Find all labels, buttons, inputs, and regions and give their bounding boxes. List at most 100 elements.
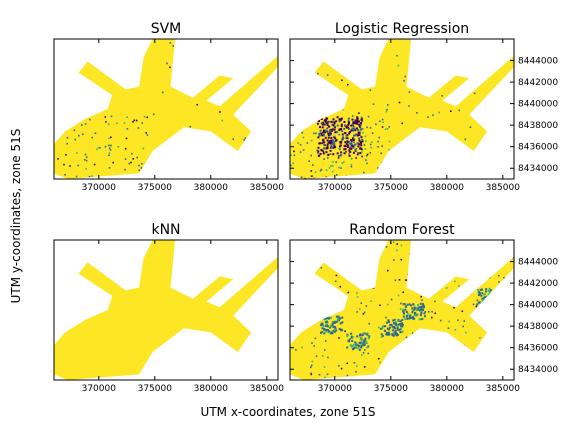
pixel-mark xyxy=(317,136,320,139)
pixel-mark xyxy=(138,164,140,167)
pixel-mark xyxy=(407,273,409,276)
pixel-mark xyxy=(326,320,328,323)
pixel-mark xyxy=(438,352,441,354)
pixel-mark xyxy=(350,143,353,145)
pixel-mark xyxy=(328,317,330,320)
pixel-mark xyxy=(325,317,328,320)
pixel-mark xyxy=(341,79,343,82)
pixel-mark xyxy=(368,322,370,325)
pixel-mark xyxy=(110,144,112,147)
pixel-mark xyxy=(342,136,344,139)
pixel-mark xyxy=(406,167,408,169)
pixel-mark xyxy=(356,296,359,298)
pixel-mark xyxy=(448,320,450,323)
pixel-mark xyxy=(290,154,292,156)
pixel-mark xyxy=(439,358,442,361)
pixel-mark xyxy=(469,173,472,175)
pixel-mark xyxy=(302,136,305,139)
pixel-mark xyxy=(357,347,360,350)
pixel-mark xyxy=(317,150,320,153)
pixel-mark xyxy=(466,368,468,370)
pixel-mark xyxy=(329,149,332,152)
pixel-mark xyxy=(243,139,245,141)
pixel-mark xyxy=(355,133,358,136)
pixel-mark xyxy=(203,81,205,84)
pixel-mark xyxy=(357,152,360,154)
pixel-mark xyxy=(297,142,299,144)
pixel-mark xyxy=(427,351,430,354)
pixel-mark xyxy=(325,330,328,333)
pixel-mark xyxy=(403,312,405,315)
pixel-mark xyxy=(361,354,363,356)
pixel-mark xyxy=(321,327,324,330)
pixel-mark xyxy=(319,169,322,172)
pixel-mark xyxy=(354,341,357,344)
pixel-mark xyxy=(483,299,486,301)
pixel-mark xyxy=(421,348,424,351)
pixel-mark xyxy=(246,168,248,170)
pixel-mark xyxy=(496,301,498,304)
pixel-mark xyxy=(354,149,357,151)
pixel-mark xyxy=(317,146,320,149)
pixel-mark xyxy=(55,112,57,114)
pixel-mark xyxy=(493,297,496,300)
pixel-mark xyxy=(317,262,319,264)
pixel-mark xyxy=(489,295,492,298)
pixel-mark xyxy=(320,324,322,327)
pixel-mark xyxy=(483,300,485,303)
pixel-mark xyxy=(326,143,329,146)
pixel-mark xyxy=(221,119,224,122)
pixel-mark xyxy=(491,170,493,172)
pixel-mark xyxy=(337,157,340,159)
pixel-mark xyxy=(404,317,407,320)
pixel-mark xyxy=(495,173,498,175)
pixel-mark xyxy=(348,154,351,157)
pixel-mark xyxy=(388,149,390,151)
pixel-mark xyxy=(451,297,454,299)
pixel-mark xyxy=(387,331,390,334)
pixel-mark xyxy=(494,294,497,297)
pixel-mark xyxy=(420,352,423,355)
pixel-mark xyxy=(380,333,383,336)
pixel-mark xyxy=(66,142,68,145)
pixel-mark xyxy=(420,345,423,348)
pixel-mark xyxy=(358,123,361,126)
pixel-mark xyxy=(347,291,350,294)
pixel-mark xyxy=(491,354,494,357)
pixel-mark xyxy=(400,324,402,327)
pixel-mark xyxy=(313,132,315,135)
pixel-mark xyxy=(446,266,449,268)
pixel-mark xyxy=(364,337,367,340)
pixel-mark xyxy=(498,298,500,301)
pixel-mark xyxy=(348,340,350,343)
pixel-mark xyxy=(109,149,112,151)
pixel-mark xyxy=(338,133,341,136)
pixel-mark xyxy=(485,372,487,375)
pixel-mark xyxy=(321,323,324,326)
pixel-mark xyxy=(498,288,501,291)
pixel-mark xyxy=(326,251,328,254)
pixel-mark xyxy=(323,119,326,122)
pixel-mark xyxy=(359,134,361,136)
pixel-mark xyxy=(117,146,120,148)
pixel-mark xyxy=(328,285,330,288)
pixel-mark xyxy=(103,62,106,64)
pixel-mark xyxy=(390,298,393,301)
pixel-mark xyxy=(401,322,404,325)
axes-frame xyxy=(289,239,515,381)
pixel-mark xyxy=(411,332,414,334)
pixel-mark xyxy=(387,269,389,272)
pixel-mark xyxy=(320,322,323,325)
pixel-mark xyxy=(59,104,62,107)
pixel-mark xyxy=(249,114,252,117)
pixel-mark xyxy=(393,331,396,334)
pixel-mark xyxy=(146,116,148,119)
pixel-mark xyxy=(488,362,490,364)
pixel-mark xyxy=(423,354,426,357)
pixel-mark xyxy=(402,308,405,311)
pixel-mark xyxy=(363,171,365,174)
pixel-mark xyxy=(483,293,486,296)
pixel-mark xyxy=(357,131,360,134)
pixel-mark xyxy=(130,39,133,42)
pixel-mark xyxy=(328,331,331,334)
